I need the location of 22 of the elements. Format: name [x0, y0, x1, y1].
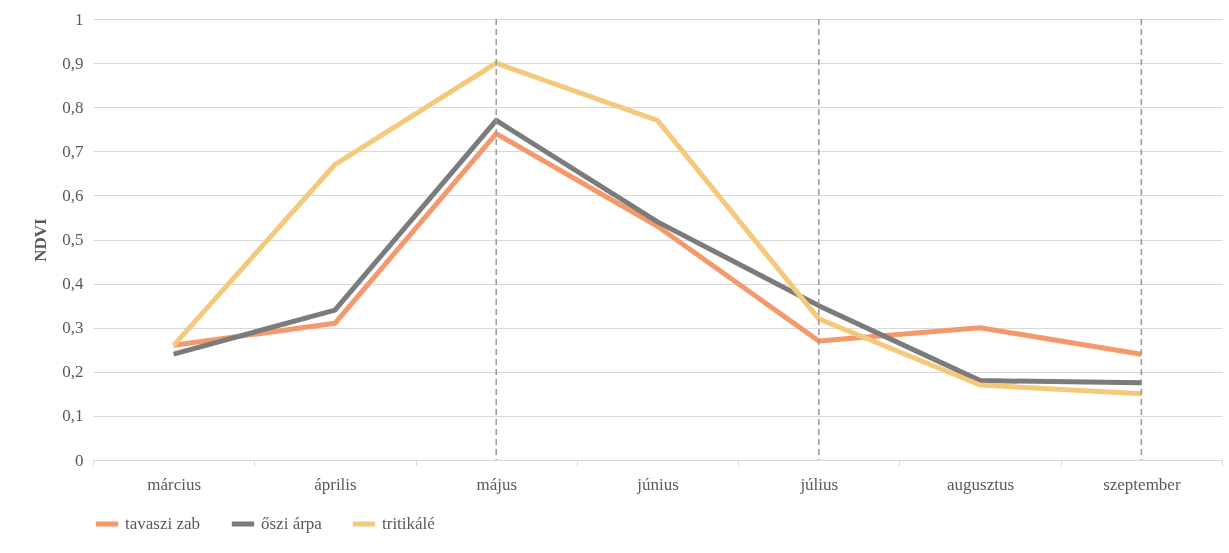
- legend-label: tritikálé: [382, 514, 435, 533]
- y-tick-label: 0,1: [62, 406, 84, 426]
- x-tick-label: május: [476, 474, 518, 494]
- y-tick-label: 0,8: [62, 97, 84, 117]
- y-tick-label: 0,9: [62, 53, 84, 73]
- y-tick-label: 0,7: [62, 141, 84, 161]
- legend-label: tavaszi zab: [125, 514, 201, 533]
- x-tick-label: június: [636, 474, 679, 494]
- legend-label: őszi árpa: [261, 514, 323, 533]
- x-tick-label: április: [314, 474, 357, 494]
- x-tick-label: augusztus: [947, 474, 1015, 494]
- x-tick-label: szeptember: [1103, 474, 1181, 494]
- y-tick-label: 0,5: [62, 230, 84, 249]
- y-tick-label: 0,3: [62, 318, 84, 338]
- x-tick-label: július: [799, 474, 839, 494]
- y-axis-title: NDVI: [31, 217, 51, 262]
- y-tick-label: 0,6: [62, 185, 84, 205]
- x-tick-label: március: [147, 474, 202, 494]
- y-tick-label: 0: [75, 450, 84, 470]
- y-tick-label: 1: [75, 9, 84, 29]
- y-tick-label: 0,4: [62, 274, 84, 294]
- y-tick-label: 0,2: [62, 362, 84, 382]
